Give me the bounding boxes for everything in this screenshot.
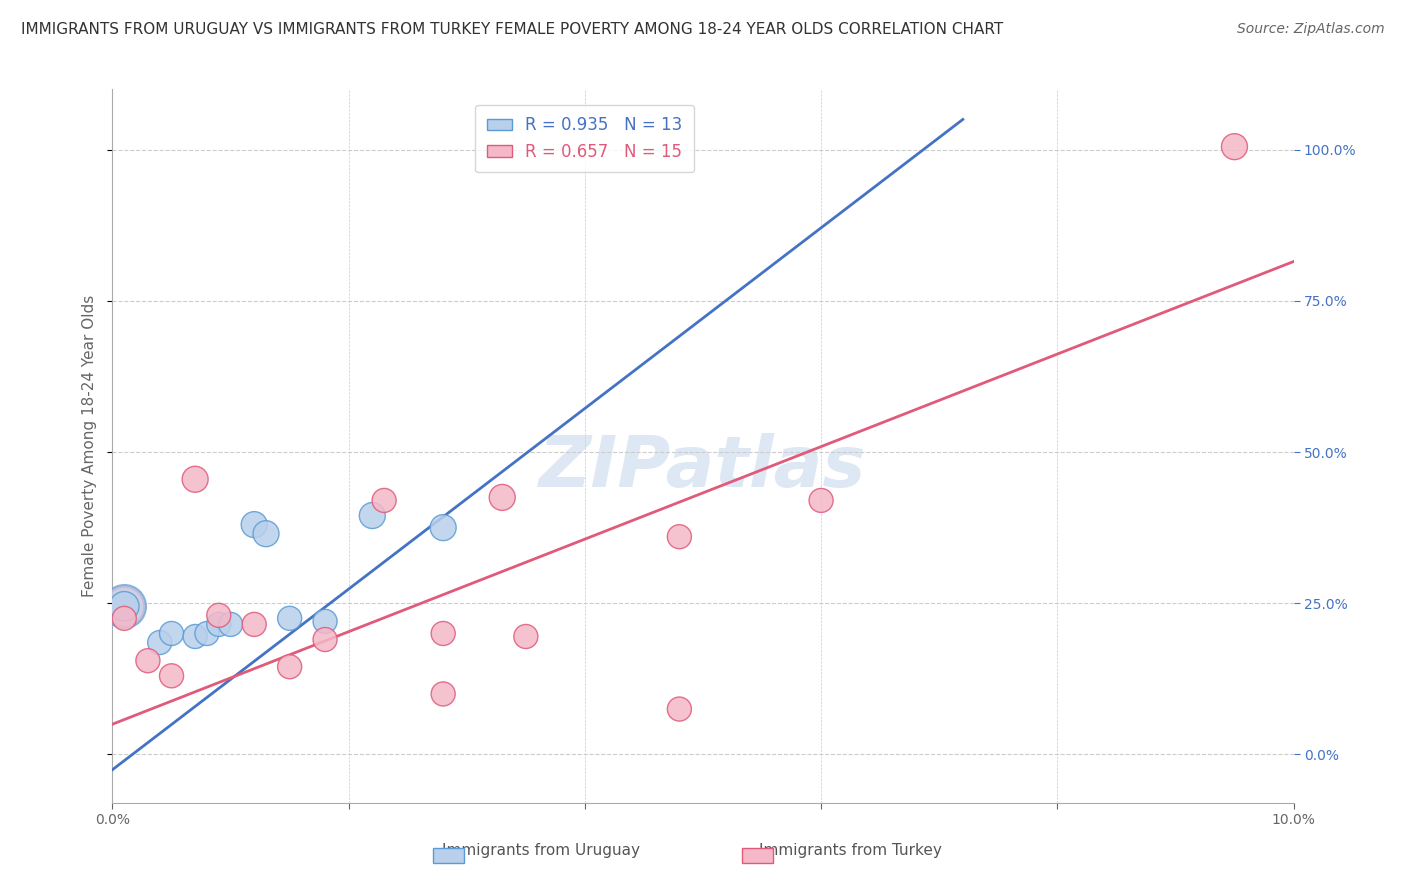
Point [112, 611, 135, 625]
Point [219, 617, 242, 632]
Point [278, 659, 301, 673]
Point [112, 599, 135, 614]
Point [184, 630, 207, 644]
Point [668, 702, 690, 716]
Point [254, 526, 277, 541]
Point [208, 608, 231, 623]
Point [314, 632, 336, 647]
Point [184, 472, 207, 486]
Text: IMMIGRANTS FROM URUGUAY VS IMMIGRANTS FROM TURKEY FEMALE POVERTY AMONG 18-24 YEA: IMMIGRANTS FROM URUGUAY VS IMMIGRANTS FR… [21, 22, 1004, 37]
Y-axis label: Female Poverty Among 18-24 Year Olds: Female Poverty Among 18-24 Year Olds [82, 295, 97, 597]
Point [668, 530, 690, 544]
Legend: R = 0.935   N = 13, R = 0.657   N = 15: R = 0.935 N = 13, R = 0.657 N = 15 [475, 104, 695, 172]
Point [243, 617, 266, 632]
Point [810, 493, 832, 508]
Point [243, 517, 266, 532]
Point [361, 508, 384, 523]
Text: Immigrants from Uruguay: Immigrants from Uruguay [443, 843, 640, 857]
Point [373, 493, 395, 508]
Point [1223, 139, 1246, 153]
Point [432, 521, 454, 535]
Point [491, 491, 513, 505]
Text: ZIPatlas: ZIPatlas [540, 433, 866, 502]
Point [160, 669, 183, 683]
Point [515, 630, 537, 644]
Point [314, 615, 336, 629]
Text: Immigrants from Turkey: Immigrants from Turkey [759, 843, 942, 857]
Text: Source: ZipAtlas.com: Source: ZipAtlas.com [1237, 22, 1385, 37]
Point [160, 626, 183, 640]
Point [208, 617, 231, 632]
Point [195, 626, 218, 640]
Point [149, 635, 172, 649]
Point [278, 611, 301, 625]
Point [136, 654, 159, 668]
Point [112, 599, 135, 614]
Point [112, 599, 135, 614]
Point [432, 687, 454, 701]
Point [432, 626, 454, 640]
